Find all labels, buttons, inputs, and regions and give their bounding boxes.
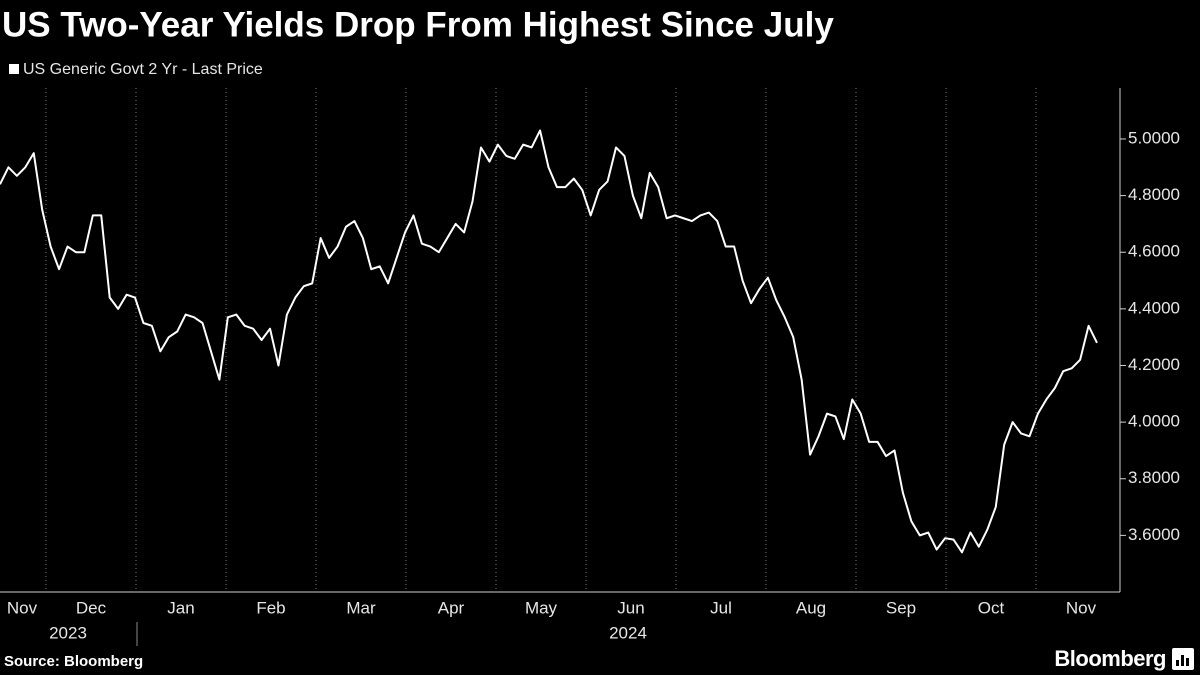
x-tick-label: Jan — [167, 598, 194, 617]
x-tick-label: May — [525, 598, 558, 617]
x-tick-label: Dec — [76, 598, 107, 617]
x-tick-label: Sep — [886, 598, 916, 617]
y-tick-label: 5.0000 — [1128, 128, 1180, 147]
source: Source: Bloomberg — [4, 653, 143, 670]
y-tick-label: 4.2000 — [1128, 355, 1180, 374]
x-year-label: 2024 — [609, 623, 647, 642]
x-tick-label: Oct — [978, 598, 1005, 617]
y-tick-label: 4.4000 — [1128, 298, 1180, 317]
x-tick-label: Aug — [796, 598, 826, 617]
y-tick-label: 3.8000 — [1128, 468, 1180, 487]
x-tick-label: Nov — [7, 598, 38, 617]
y-tick-label: 3.6000 — [1128, 525, 1180, 544]
x-tick-label: Mar — [346, 598, 376, 617]
y-tick-label: 4.6000 — [1128, 242, 1180, 261]
chart-title: US Two-Year Yields Drop From Highest Sin… — [2, 5, 834, 44]
x-tick-label: Apr — [438, 598, 465, 617]
x-tick-label: Jul — [710, 598, 732, 617]
logo-icon — [1172, 648, 1194, 670]
legend-label: US Generic Govt 2 Yr - Last Price — [23, 61, 263, 78]
y-tick-label: 4.8000 — [1128, 185, 1180, 204]
x-tick-label: Feb — [256, 598, 285, 617]
legend-swatch — [9, 64, 19, 74]
y-tick-label: 4.0000 — [1128, 412, 1180, 431]
x-year-label: 2023 — [49, 623, 87, 642]
logo: Bloomberg — [1054, 646, 1166, 671]
x-tick-label: Nov — [1066, 598, 1097, 617]
x-tick-label: Jun — [617, 598, 644, 617]
line-series — [0, 129, 1098, 554]
